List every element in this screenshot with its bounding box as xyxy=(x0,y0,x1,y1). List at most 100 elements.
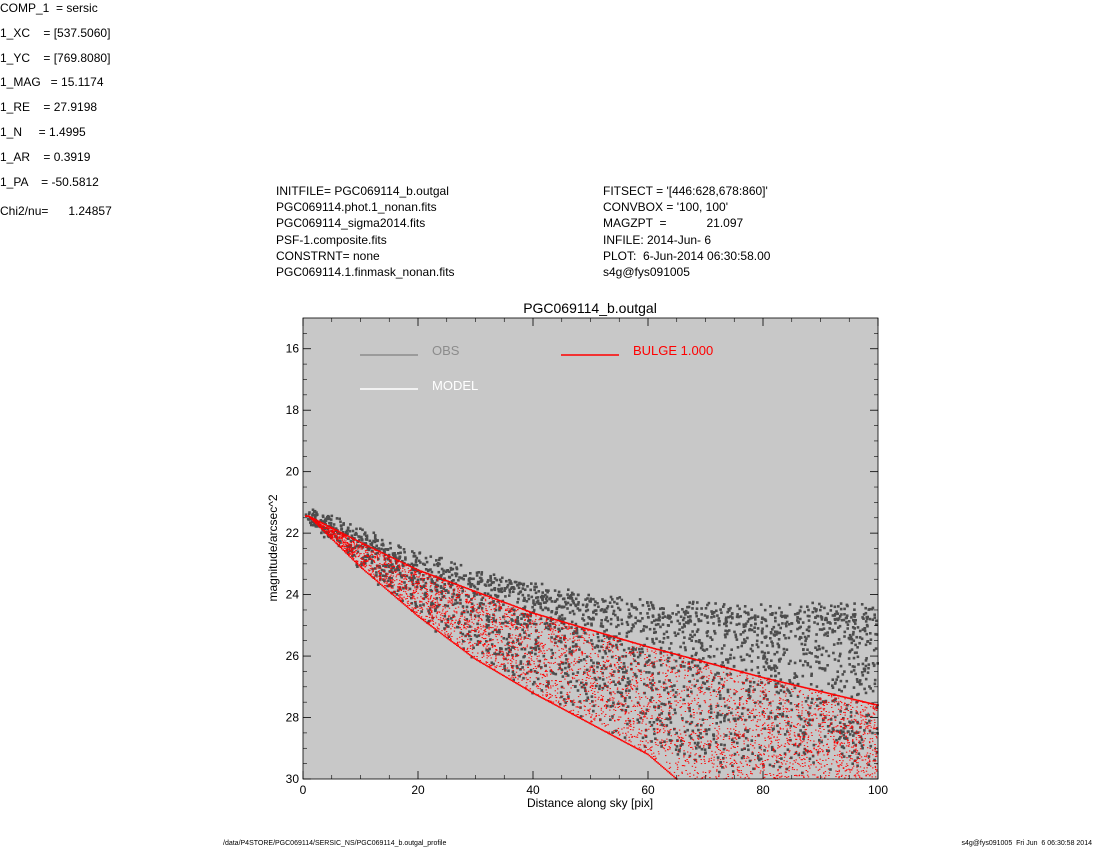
bulge-point xyxy=(577,701,580,703)
bulge-point xyxy=(756,725,758,727)
obs-point xyxy=(819,701,822,705)
bulge-point xyxy=(806,749,808,751)
obs-point xyxy=(410,562,414,566)
obs-point xyxy=(740,756,744,760)
obs-point xyxy=(873,682,877,686)
bulge-point xyxy=(597,656,599,658)
obs-point xyxy=(843,736,846,740)
obs-point xyxy=(765,662,769,665)
obs-point xyxy=(706,615,709,618)
bulge-point xyxy=(811,697,813,699)
obs-point xyxy=(699,619,703,623)
bulge-point xyxy=(628,652,630,654)
obs-point xyxy=(705,663,708,667)
obs-point xyxy=(650,740,653,743)
obs-point xyxy=(673,708,676,712)
obs-point xyxy=(767,651,770,654)
obs-point xyxy=(547,589,550,592)
bulge-point xyxy=(791,767,794,768)
obs-point xyxy=(758,700,762,704)
bulge-point xyxy=(560,662,563,663)
obs-point xyxy=(609,617,613,621)
obs-point xyxy=(771,748,774,751)
obs-point xyxy=(544,664,547,667)
bulge-point xyxy=(446,622,449,623)
obs-point xyxy=(589,617,593,621)
obs-point xyxy=(636,718,639,722)
bulge-point xyxy=(664,750,667,752)
obs-point xyxy=(554,672,558,676)
plot-area xyxy=(303,318,878,779)
obs-point xyxy=(618,656,621,660)
obs-point xyxy=(516,622,519,625)
bulge-point xyxy=(520,674,522,676)
bulge-point xyxy=(420,600,422,602)
bulge-point xyxy=(539,683,541,685)
obs-point xyxy=(694,611,698,614)
bulge-point xyxy=(716,735,718,737)
bulge-point xyxy=(835,760,838,762)
bulge-point xyxy=(740,697,742,699)
obs-point xyxy=(725,672,729,676)
bulge-point xyxy=(673,659,675,661)
bulge-point xyxy=(540,673,542,675)
obs-point xyxy=(594,609,598,612)
bulge-point xyxy=(820,697,822,699)
bulge-point xyxy=(750,680,752,682)
obs-point xyxy=(375,571,378,574)
bulge-point xyxy=(613,675,615,677)
obs-point xyxy=(707,601,711,605)
bulge-point xyxy=(417,609,419,611)
bulge-point xyxy=(603,723,605,724)
bulge-point xyxy=(404,569,406,571)
bulge-point xyxy=(441,581,444,583)
obs-point xyxy=(605,607,609,610)
bulge-point xyxy=(505,652,508,654)
bulge-point xyxy=(638,703,640,705)
bulge-point xyxy=(564,641,567,643)
bulge-point xyxy=(659,659,661,661)
bulge-point xyxy=(481,596,483,598)
bulge-point xyxy=(700,763,703,765)
obs-point xyxy=(695,607,699,610)
bulge-point xyxy=(761,727,764,729)
bulge-point xyxy=(613,709,615,711)
obs-point xyxy=(710,610,713,613)
obs-point xyxy=(641,650,644,654)
obs-point xyxy=(521,666,524,669)
bulge-point xyxy=(858,742,860,744)
obs-point xyxy=(697,619,701,623)
obs-point xyxy=(608,649,611,653)
obs-point xyxy=(677,610,680,614)
bulge-point xyxy=(853,765,855,767)
obs-point xyxy=(501,653,505,656)
obs-point xyxy=(863,669,866,673)
bulge-point xyxy=(622,665,624,667)
bulge-point xyxy=(631,700,633,702)
bulge-point xyxy=(764,684,766,686)
bulge-point xyxy=(468,594,470,596)
obs-point xyxy=(796,611,800,615)
obs-point xyxy=(754,701,757,705)
bulge-point xyxy=(446,634,449,636)
obs-point xyxy=(723,644,726,647)
obs-point xyxy=(657,617,661,620)
obs-point xyxy=(493,588,497,592)
bulge-point xyxy=(731,744,733,746)
obs-point xyxy=(845,603,849,607)
bulge-point xyxy=(768,735,770,737)
bulge-point xyxy=(823,729,825,730)
obs-point xyxy=(532,608,536,612)
obs-point xyxy=(477,614,480,618)
obs-point xyxy=(641,712,645,715)
bulge-point xyxy=(450,585,453,587)
bulge-point xyxy=(577,645,579,647)
bulge-point xyxy=(507,662,509,664)
obs-point xyxy=(570,626,573,629)
bulge-point xyxy=(546,685,548,687)
bulge-point xyxy=(474,642,476,644)
obs-point xyxy=(492,662,495,666)
bulge-point xyxy=(511,634,514,636)
obs-point xyxy=(391,563,394,566)
bulge-point xyxy=(671,752,674,754)
